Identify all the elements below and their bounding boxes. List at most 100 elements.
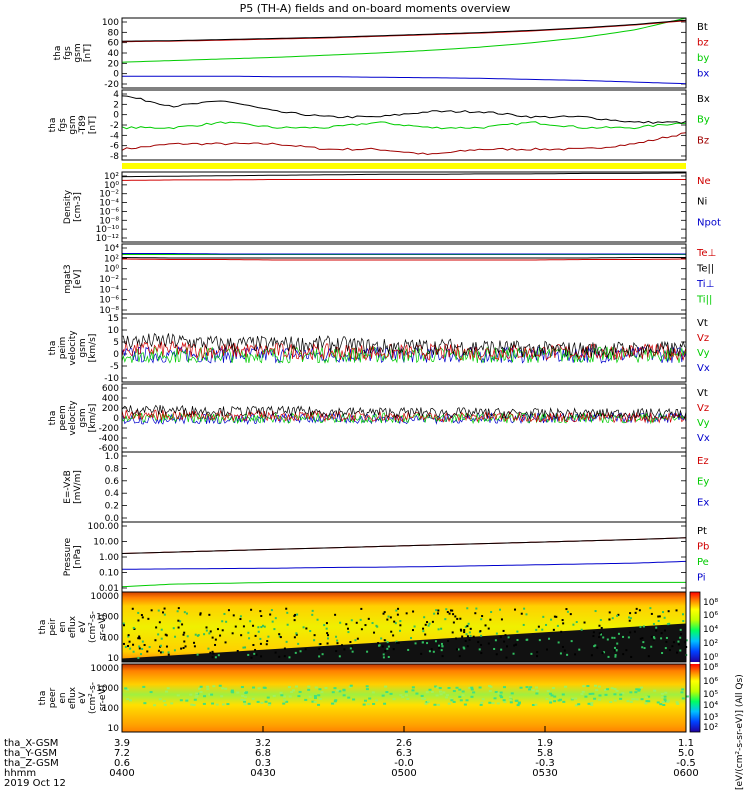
bottom-axis-value: 5.0 [678, 748, 694, 759]
legend-entry: Vt [697, 388, 708, 399]
series-line-Te|| [122, 257, 686, 259]
y-tick-label: -4 [110, 131, 119, 141]
y-axis-label: gsm [78, 338, 88, 357]
y-axis-label: [mV/m] [73, 470, 83, 504]
y-tick-label: 10⁰ [104, 181, 119, 191]
y-axis-label: gsm [78, 408, 88, 427]
y-axis-label: velocity [68, 330, 78, 366]
bottom-axis-value: -0.0 [394, 758, 414, 769]
y-tick-label: 10⁻⁴ [99, 199, 119, 209]
series-line-Bt [121, 19, 687, 42]
y-axis-label: eflux [68, 686, 78, 709]
y-tick-label: 10⁻⁶ [99, 207, 119, 217]
y-axis-label: [nT] [88, 116, 98, 134]
legend-entry: Pt [697, 526, 707, 537]
series-line-Pi [121, 560, 687, 570]
bottom-axis-value: 3.9 [114, 738, 130, 749]
y-tick-label: 100 [102, 704, 119, 714]
y-tick-label: 1000 [96, 613, 119, 623]
y-axis-label: [nPa] [73, 545, 83, 568]
bottom-axis-value: 0.6 [114, 758, 130, 769]
bottom-axis-value: -0.5 [676, 758, 696, 769]
y-tick-label: -8 [110, 152, 119, 162]
y-axis-label: [km/s] [88, 334, 98, 363]
plot-title: P5 (TH-A) fields and on-board moments ov… [239, 2, 511, 15]
legend-entry: Ex [697, 497, 709, 508]
bottom-axis-value: 2.6 [396, 738, 412, 749]
legend-entry: Vx [697, 363, 710, 374]
colorbar-tick: 10³ [703, 713, 718, 723]
y-axis-label: fgs [58, 118, 68, 132]
y-axis-label: tha [48, 118, 58, 133]
legend-entry: Te|| [696, 264, 714, 275]
panel-frame [121, 171, 687, 243]
y-tick-label: 10² [104, 254, 119, 264]
y-tick-label: 100.00 [88, 522, 120, 532]
panel-frame [121, 591, 687, 663]
bottom-axis-value: 1.9 [537, 738, 553, 749]
y-axis-label: [nT] [83, 44, 93, 62]
series-line-Vt [121, 332, 687, 359]
colorbar-tick: 10⁴ [703, 625, 718, 635]
series-line-Vz [121, 340, 687, 361]
series-line-Ni [121, 172, 687, 178]
y-axis-label: eV [78, 620, 88, 633]
y-tick-label: 4 [113, 90, 119, 100]
legend-entry: Ey [697, 477, 709, 488]
legend-entry: Bz [697, 135, 709, 146]
y-axis-label: Pressure [63, 537, 73, 576]
y-axis-label: sr-eV) [98, 685, 108, 711]
legend-entry: Ne [697, 176, 711, 187]
panel-frame [121, 89, 687, 161]
y-tick-label: 100 [102, 633, 119, 643]
legend-entry: Pi [697, 573, 706, 584]
y-tick-label: 0 [113, 70, 119, 80]
legend-entry: By [697, 115, 710, 126]
y-tick-label: 0 [113, 111, 119, 121]
colorbar-electrons [690, 664, 700, 732]
y-tick-label: 0.01 [99, 584, 119, 594]
y-tick-label: 10 [108, 654, 120, 664]
y-tick-label: 10000 [90, 592, 119, 602]
y-tick-label: 1.0 [105, 452, 120, 462]
y-tick-label: 10.00 [93, 538, 119, 548]
y-tick-label: 20 [108, 59, 120, 69]
y-tick-label: 5 [113, 338, 119, 348]
y-axis-label: tha [38, 691, 48, 706]
y-axis-label: (cm²-s- [88, 682, 98, 714]
bottom-axis-value: -0.3 [535, 758, 555, 769]
y-tick-label: 600 [102, 384, 119, 394]
panel-1: tha fgs gsm -T89 [nT] 420-2-4-6-8 [48, 89, 687, 162]
panel-9: tha peer en eflux eV (cm²-s-sr-eV) 10000 1000 10… [38, 663, 689, 734]
y-axis-label: tha [48, 411, 58, 426]
legend-entry: Ti⊥ [696, 279, 714, 290]
panel-frame [121, 451, 687, 523]
y-tick-label: -20 [104, 80, 119, 90]
bottom-axis-value: 1.1 [678, 738, 694, 749]
legend-entry: Ni [697, 197, 707, 208]
y-tick-label: 10 [108, 724, 120, 734]
legend-entry: Bt [697, 22, 708, 33]
series-line-Pe [121, 581, 686, 588]
y-axis-label: (cm²-s- [88, 611, 98, 643]
series-line-bz [121, 20, 687, 43]
y-tick-label: -6 [110, 142, 119, 152]
series-line-Vy [121, 346, 687, 364]
colorbar-tick: 10⁵ [703, 690, 718, 700]
y-tick-label: 40 [108, 49, 120, 59]
y-axis-label: tha [53, 46, 63, 61]
bottom-axis-value: 3.2 [255, 738, 271, 749]
y-axis-label: Density [63, 189, 73, 224]
y-axis-label: eV [78, 691, 88, 704]
bottom-axis-value: 5.8 [537, 748, 553, 759]
panel-6: E=-VxB [mV/m] 1.0 0.8 0.6 0.4 0.2 0.0 [63, 451, 687, 524]
y-tick-label: 10⁻⁴ [99, 285, 119, 295]
colorbar-ions [690, 592, 700, 662]
y-tick-label: 15 [108, 314, 119, 324]
bottom-axis-value: 0.3 [255, 758, 271, 769]
legend-entry: Vz [697, 333, 709, 344]
colorbar-tick: 10⁶ [703, 611, 718, 621]
y-tick-label: 100 [102, 18, 119, 28]
y-axis-label: tha [38, 620, 48, 635]
